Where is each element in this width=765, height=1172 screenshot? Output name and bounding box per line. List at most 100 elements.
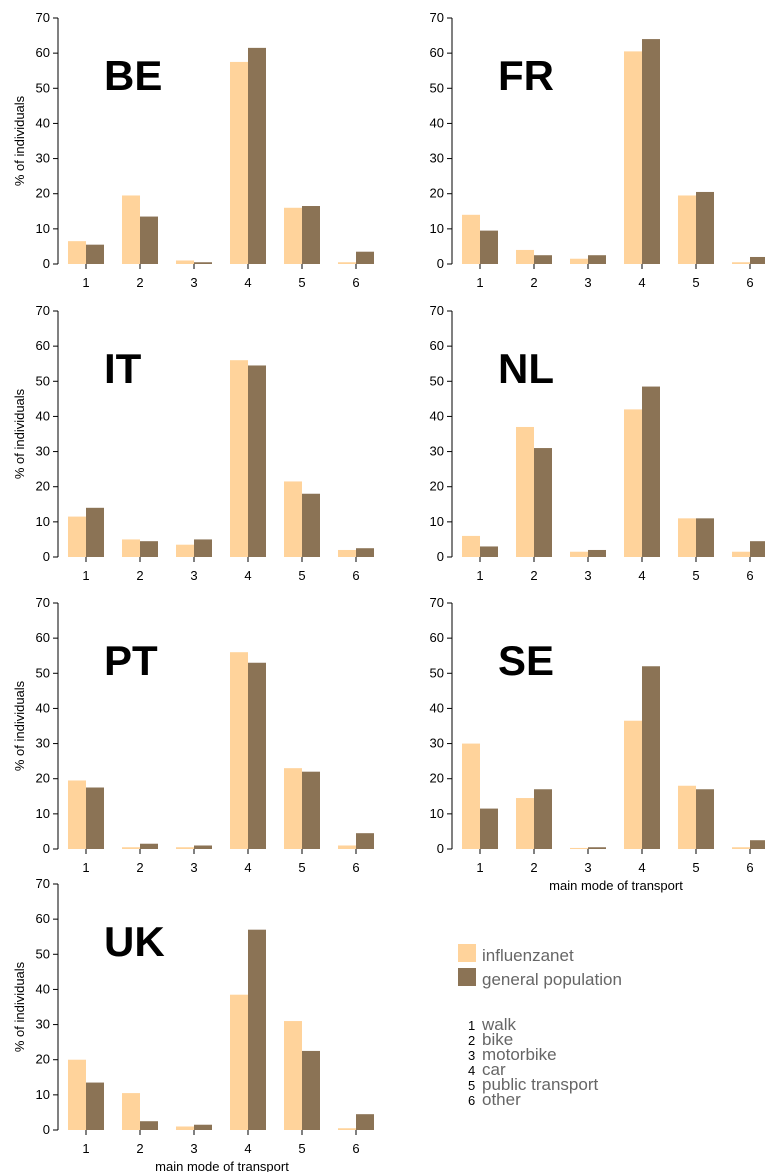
bar-it-mode6-influenzanet xyxy=(338,549,356,557)
bar-it-mode2-influenzanet xyxy=(122,539,140,557)
x-tick-label: 2 xyxy=(530,860,537,875)
y-tick-label: 0 xyxy=(43,256,50,271)
mode-key-number: 4 xyxy=(468,1063,475,1078)
x-tick-label: 6 xyxy=(746,860,753,875)
bar-se-mode2-general-population xyxy=(534,789,552,849)
bar-be-mode6-general-population xyxy=(356,251,374,264)
y-tick-label: 30 xyxy=(430,736,444,751)
bar-fr-mode6-general-population xyxy=(750,256,765,264)
bar-it-mode6-general-population xyxy=(356,548,374,557)
legend-swatch-general-population xyxy=(458,968,476,986)
y-tick-label: 20 xyxy=(36,1052,50,1067)
y-tick-label: 50 xyxy=(36,373,50,388)
mode-key-number: 2 xyxy=(468,1033,475,1048)
x-tick-label: 2 xyxy=(136,568,143,583)
y-tick-label: 50 xyxy=(36,946,50,961)
bar-se-mode1-general-population xyxy=(480,808,498,849)
bar-be-mode3-general-population xyxy=(194,262,212,264)
bar-be-mode3-influenzanet xyxy=(176,260,194,264)
x-tick-label: 4 xyxy=(244,568,251,583)
y-tick-label: 40 xyxy=(430,408,444,423)
bar-pt-mode3-influenzanet xyxy=(176,847,194,849)
bar-nl-mode1-general-population xyxy=(480,546,498,557)
bar-be-mode6-influenzanet xyxy=(338,262,356,264)
y-tick-label: 0 xyxy=(437,841,444,856)
bar-it-mode5-general-population xyxy=(302,493,320,557)
bar-nl-mode6-general-population xyxy=(750,541,765,557)
x-tick-label: 4 xyxy=(244,275,251,290)
bar-pt-mode1-influenzanet xyxy=(68,780,86,849)
x-tick-label: 4 xyxy=(244,1141,251,1156)
x-tick-label: 5 xyxy=(298,275,305,290)
y-axis-label: % of individuals xyxy=(12,388,27,479)
y-tick-label: 30 xyxy=(430,151,444,166)
panel-nl: 0 10 20 30 40 50 60 70 1 2 3 4 5 6 NL xyxy=(430,303,765,583)
bar-be-mode4-general-population xyxy=(248,47,266,264)
legend-label-general-population: general population xyxy=(482,970,622,989)
y-tick-label: 70 xyxy=(36,876,50,891)
mode-key-label: motorbike xyxy=(482,1045,557,1064)
bar-uk-mode3-influenzanet xyxy=(176,1126,194,1130)
bar-it-mode1-general-population xyxy=(86,507,104,557)
bar-uk-mode1-general-population xyxy=(86,1082,104,1130)
bar-nl-mode4-general-population xyxy=(642,386,660,557)
x-tick-label: 1 xyxy=(82,860,89,875)
x-tick-label: 5 xyxy=(692,568,699,583)
y-tick-label: 60 xyxy=(36,338,50,353)
x-tick-label: 4 xyxy=(244,860,251,875)
bar-be-mode1-general-population xyxy=(86,244,104,264)
country-label-fr: FR xyxy=(498,52,554,99)
x-axis-label: main mode of transport xyxy=(155,1159,289,1172)
y-tick-label: 20 xyxy=(430,771,444,786)
x-tick-label: 2 xyxy=(136,1141,143,1156)
x-tick-label: 4 xyxy=(638,275,645,290)
y-tick-label: 20 xyxy=(36,771,50,786)
bar-nl-mode5-general-population xyxy=(696,518,714,557)
bar-uk-mode3-general-population xyxy=(194,1124,212,1130)
x-tick-label: 3 xyxy=(190,1141,197,1156)
bar-it-mode3-general-population xyxy=(194,539,212,557)
y-tick-label: 40 xyxy=(36,981,50,996)
x-tick-label: 3 xyxy=(190,568,197,583)
bar-uk-mode4-influenzanet xyxy=(230,994,248,1130)
y-tick-label: 40 xyxy=(36,700,50,715)
y-tick-label: 60 xyxy=(36,630,50,645)
bar-se-mode5-general-population xyxy=(696,789,714,849)
bar-pt-mode1-general-population xyxy=(86,787,104,849)
x-tick-label: 6 xyxy=(746,275,753,290)
bar-se-mode1-influenzanet xyxy=(462,743,480,849)
y-tick-label: 70 xyxy=(36,10,50,25)
bar-fr-mode5-general-population xyxy=(696,191,714,264)
bar-pt-mode5-influenzanet xyxy=(284,768,302,849)
y-tick-label: 40 xyxy=(36,115,50,130)
bar-fr-mode4-general-population xyxy=(642,39,660,265)
x-tick-label: 2 xyxy=(530,275,537,290)
bar-se-mode6-influenzanet xyxy=(732,847,750,849)
x-tick-label: 3 xyxy=(190,860,197,875)
y-tick-label: 0 xyxy=(43,549,50,564)
y-tick-label: 50 xyxy=(430,665,444,680)
y-tick-label: 20 xyxy=(36,479,50,494)
bar-nl-mode3-influenzanet xyxy=(570,551,588,557)
y-tick-label: 30 xyxy=(36,736,50,751)
x-tick-label: 2 xyxy=(136,275,143,290)
bar-fr-mode3-general-population xyxy=(588,255,606,264)
x-tick-label: 5 xyxy=(692,275,699,290)
bar-nl-mode3-general-population xyxy=(588,549,606,557)
y-tick-label: 40 xyxy=(36,408,50,423)
x-tick-label: 6 xyxy=(352,1141,359,1156)
bar-fr-mode2-general-population xyxy=(534,255,552,264)
y-tick-label: 60 xyxy=(430,630,444,645)
bar-it-mode5-influenzanet xyxy=(284,481,302,557)
bar-pt-mode4-influenzanet xyxy=(230,652,248,849)
y-tick-label: 10 xyxy=(36,221,50,236)
bar-uk-mode2-general-population xyxy=(140,1121,158,1130)
y-tick-label: 30 xyxy=(36,444,50,459)
y-tick-label: 10 xyxy=(430,806,444,821)
bar-pt-mode3-general-population xyxy=(194,845,212,849)
bar-se-mode2-influenzanet xyxy=(516,798,534,849)
bar-uk-mode1-influenzanet xyxy=(68,1059,86,1130)
mode-key-number: 6 xyxy=(468,1093,475,1108)
legend-swatch-influenzanet xyxy=(458,944,476,962)
